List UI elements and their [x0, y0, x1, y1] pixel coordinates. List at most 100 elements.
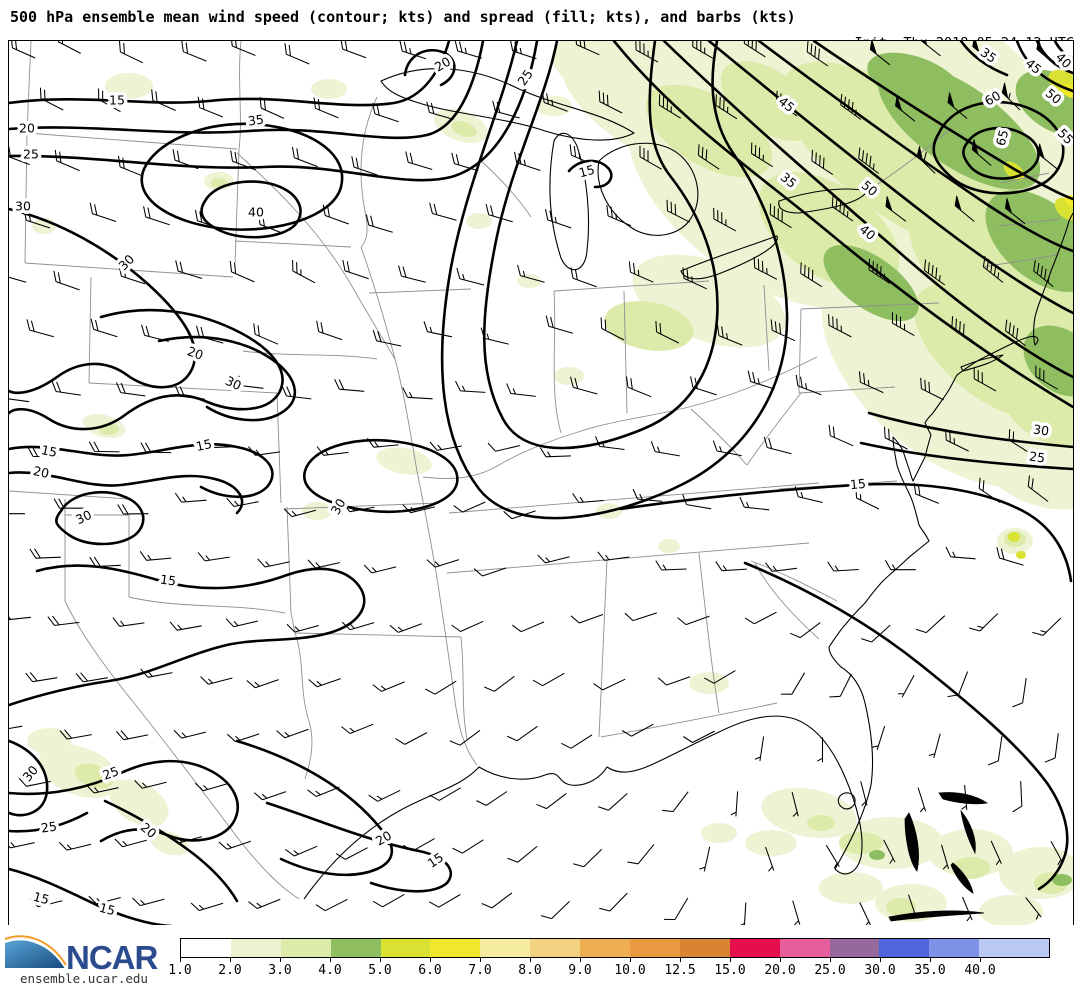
spread-blob: [149, 830, 189, 856]
coastline: [597, 142, 699, 236]
wind-barb: [30, 898, 63, 908]
state-border: [276, 392, 282, 504]
wind-barb: [951, 316, 974, 342]
wind-barb: [831, 195, 854, 222]
spread-blob: [689, 672, 729, 694]
wind-barb: [754, 736, 765, 762]
wind-contour-50: [757, 41, 1073, 253]
wind-barb: [883, 426, 908, 450]
contour-label: 30: [15, 199, 31, 214]
wind-barb: [817, 737, 824, 763]
wind-barb: [794, 486, 823, 504]
spread-blob: [1048, 69, 1073, 97]
wind-barb: [662, 791, 689, 813]
wind-barb: [27, 446, 59, 458]
wind-barb: [25, 672, 58, 683]
wind-barb: [828, 314, 852, 338]
colorbar-tick: [930, 958, 931, 962]
contour-label: 35: [247, 111, 265, 128]
wind-barb: [944, 429, 969, 452]
wind-barb: [677, 615, 710, 626]
wind-barb: [537, 554, 570, 564]
spread-colorbar: [180, 938, 1050, 958]
wind-barb: [923, 259, 946, 286]
wind-barb: [704, 670, 736, 684]
contour-label: 20: [19, 121, 35, 136]
wind-barb: [541, 91, 568, 112]
wind-barb: [597, 551, 630, 561]
colorbar-tick: [630, 958, 631, 962]
wind-barb: [1027, 475, 1049, 502]
wind-contour-15: [9, 564, 366, 707]
wind-contour-20: [9, 308, 284, 431]
spread-blob: [823, 244, 919, 322]
coastline: [778, 188, 868, 214]
wind-barb: [291, 146, 318, 168]
state-border: [553, 290, 562, 434]
colorbar-tick-label: 9.0: [568, 963, 592, 978]
wind-barb-flag: [947, 92, 955, 109]
wind-barb: [172, 149, 199, 170]
wind-barb: [351, 156, 378, 176]
wind-barb: [399, 41, 427, 60]
wind-barb: [316, 446, 349, 456]
wind-barb: [503, 510, 536, 520]
wind-barb: [86, 784, 119, 794]
wind-barb: [372, 681, 405, 692]
wind-barb: [397, 265, 426, 283]
wind-barb: [996, 547, 1024, 566]
colorbar-tick: [180, 958, 181, 962]
wind-barb: [683, 730, 715, 743]
wind-barb: [770, 319, 796, 342]
wind-barb: [692, 41, 715, 60]
wind-barb: [598, 793, 628, 811]
wind-barb: [89, 202, 117, 222]
wind-barb: [666, 199, 691, 223]
colorbar-segment: [879, 939, 930, 957]
wind-barb: [90, 318, 118, 338]
contour-label: 25: [23, 147, 39, 162]
colorbar-tick-label: 8.0: [518, 963, 542, 978]
wind-barb: [140, 668, 173, 678]
wind-barb: [197, 552, 230, 562]
wind-barb: [765, 562, 797, 572]
colorbar-tick-label: 4.0: [318, 963, 342, 978]
footer: NCAR ensemble.ucar.edu 1.0 2.0 3.0 4.0 5.0 6.…: [0, 925, 1080, 986]
wind-barb: [868, 258, 891, 284]
wind-barb: [898, 675, 915, 698]
spread-blob: [867, 52, 963, 110]
wind-barb: [285, 845, 318, 857]
wind-barb: [507, 845, 538, 863]
wind-barb: [639, 145, 662, 170]
wind-barb: [599, 892, 628, 912]
wind-barb: [181, 41, 207, 62]
wind-barb: [987, 736, 1003, 766]
ncar-logo: NCAR ensemble.ucar.edu: [4, 933, 179, 986]
wind-barb: [200, 676, 233, 685]
wind-barb: [650, 441, 680, 457]
wind-barb-flag: [1001, 82, 1009, 100]
wind-barb: [372, 893, 405, 908]
wind-barb: [9, 146, 30, 166]
wind-barb: [51, 381, 81, 396]
colorbar-segment: [929, 939, 980, 957]
wind-barb: [595, 436, 625, 451]
state-border: [798, 308, 802, 394]
wind-barb: [532, 672, 565, 687]
colorbar-tick-label: 40.0: [964, 963, 996, 978]
state-border: [446, 542, 810, 574]
wind-barb: [143, 206, 170, 226]
state-border: [234, 240, 352, 248]
state-border: [88, 276, 92, 384]
contour-label: 25: [514, 67, 535, 89]
wind-barb: [402, 504, 435, 514]
wind-barb: [174, 492, 207, 503]
wind-speed-contours-layer: [9, 41, 1073, 926]
spread-blob: [554, 367, 584, 385]
wind-barb: [573, 848, 603, 868]
colorbar-tick-label: 30.0: [864, 963, 896, 978]
wind-barb: [118, 265, 146, 285]
wind-barb: [315, 898, 348, 912]
wind-barb: [175, 385, 205, 400]
